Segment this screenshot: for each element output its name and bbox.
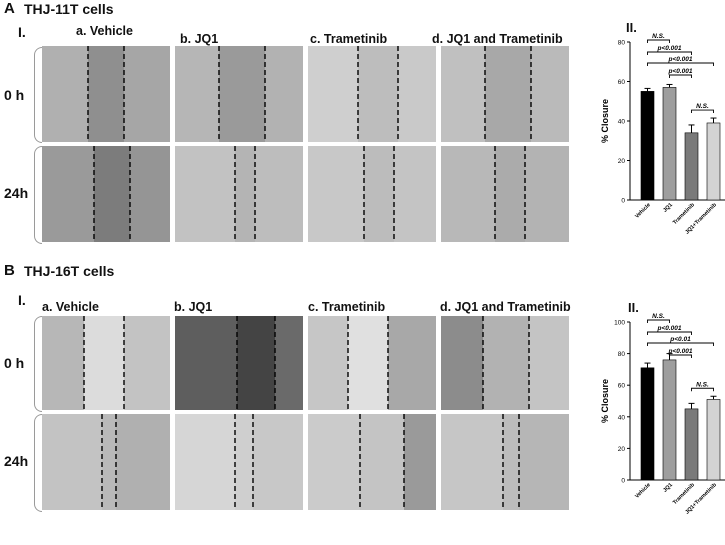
chart-a-y-tick-label: 40 xyxy=(618,119,626,126)
panel-a-col-jq1: b. JQ1 xyxy=(180,32,219,46)
panel-b-row1-bracket xyxy=(34,414,42,512)
panel-b-image-jq1-24h xyxy=(175,414,303,510)
chart-a-bar-1 xyxy=(662,87,677,201)
panel-b-row-0h: 0 h xyxy=(4,355,25,371)
chart-b-y-tick-label: 0 xyxy=(621,478,625,485)
chart-a-sig-label-0: N.S. xyxy=(652,33,665,40)
chart-b-y-tick-label: 60 xyxy=(618,383,626,390)
chart-a-y-tick-label: 20 xyxy=(618,158,626,165)
panel-a-image-combo-0h xyxy=(441,46,569,142)
panel-b-col-vehicle: a. Vehicle xyxy=(42,300,99,314)
chart-a-y-axis-label: % Closure xyxy=(600,99,610,143)
chart-a-sig-label-1: p<0.001 xyxy=(656,45,681,52)
panel-b-images-label: I. xyxy=(18,292,26,308)
chart-a-sig-label-2: p<0.001 xyxy=(667,56,692,63)
chart-a-category-label-1: JQ1 xyxy=(662,202,674,214)
chart-a-y-tick-label: 0 xyxy=(621,198,625,205)
panel-b-image-trametinib-0h xyxy=(308,316,436,410)
chart-a-sig-label-3: p<0.001 xyxy=(667,68,692,75)
chart-b-bar-3 xyxy=(706,399,721,481)
panel-a-images-label: I. xyxy=(18,24,26,40)
chart-b-y-tick-label: 80 xyxy=(618,351,626,358)
chart-b-sig-label-0: N.S. xyxy=(652,313,665,320)
panel-a-row1-bracket xyxy=(34,146,42,244)
panel-a-chart-label: II. xyxy=(626,20,637,35)
chart-a-sig-bracket-1 xyxy=(647,51,692,55)
panel-b-col-combo: d. JQ1 and Trametinib xyxy=(440,300,571,314)
panel-a-image-trametinib-24h xyxy=(308,146,436,242)
panel-a-image-combo-24h xyxy=(441,146,569,242)
chart-a-sig-label-4: N.S. xyxy=(696,103,709,110)
chart-b-category-label-0: Vehicle xyxy=(634,482,652,500)
panel-b-image-combo-24h xyxy=(441,414,569,510)
panel-a-row0-bracket xyxy=(34,47,42,143)
chart-a-sig-bracket-0 xyxy=(647,39,670,43)
chart-b-y-tick-label: 40 xyxy=(618,414,626,421)
chart-a-bar-2 xyxy=(684,132,699,201)
chart-a-y-tick-label: 80 xyxy=(618,40,626,47)
panel-b-image-combo-0h xyxy=(441,316,569,410)
chart-b-sig-bracket-3 xyxy=(669,354,692,358)
panel-a-row-0h: 0 h xyxy=(4,87,25,103)
chart-a-bar-0 xyxy=(640,91,655,201)
chart-b-sig-bracket-4 xyxy=(691,387,714,392)
panel-a-col-combo: d. JQ1 and Trametinib xyxy=(432,32,563,46)
chart-b-sig-bracket-0 xyxy=(647,319,670,323)
panel-a-image-trametinib-0h xyxy=(308,46,436,142)
chart-b-y-tick-label: 20 xyxy=(618,446,626,453)
panel-a-image-jq1-24h xyxy=(175,146,303,242)
panel-a-row-24h: 24h xyxy=(4,185,29,201)
chart-b-sig-label-2: p<0.01 xyxy=(669,336,691,343)
chart-a-sig-bracket-2 xyxy=(647,62,714,66)
chart-b-sig-label-4: N.S. xyxy=(696,381,709,388)
chart-a-y-tick-label: 60 xyxy=(618,79,626,86)
panel-b-image-trametinib-24h xyxy=(308,414,436,510)
panel-b-col-jq1: b. JQ1 xyxy=(174,300,213,314)
panel-a-col-trametinib: c. Trametinib xyxy=(310,32,388,46)
chart-b-category-label-1: JQ1 xyxy=(662,482,674,494)
chart-b-sig-label-3: p<0.001 xyxy=(667,348,692,355)
chart-b-sig-bracket-1 xyxy=(647,331,692,335)
panel-b-col-trametinib: c. Trametinib xyxy=(308,300,386,314)
panel-a-image-jq1-0h xyxy=(175,46,303,142)
panel-b-image-vehicle-0h xyxy=(42,316,170,410)
chart-a-sig-bracket-3 xyxy=(669,74,692,78)
chart-b-sig-label-1: p<0.001 xyxy=(656,325,681,332)
chart-a-bar-3 xyxy=(706,122,721,201)
chart-b-y-axis-label: % Closure xyxy=(600,379,610,423)
panel-a-letter: A xyxy=(4,0,15,17)
panel-a-image-vehicle-24h xyxy=(42,146,170,242)
panel-b-title: THJ-16T cells xyxy=(24,263,115,279)
panel-a-title: THJ-11T cells xyxy=(24,1,114,17)
panel-b-row-24h: 24h xyxy=(4,453,29,469)
chart-a-category-label-0: Vehicle xyxy=(634,202,652,220)
panel-b-image-vehicle-24h xyxy=(42,414,170,510)
panel-b-letter: B xyxy=(4,262,15,279)
chart-a-sig-bracket-4 xyxy=(691,109,714,114)
panel-a-col-vehicle: a. Vehicle xyxy=(76,24,133,38)
panel-b-image-jq1-0h xyxy=(175,316,303,410)
panel-b-chart-label: II. xyxy=(628,300,639,315)
chart-b-bar-0 xyxy=(640,367,655,481)
chart-b-sig-bracket-2 xyxy=(647,342,714,346)
chart-b-bar-1 xyxy=(662,359,677,481)
chart-b-y-tick-label: 100 xyxy=(614,320,625,327)
panel-b-row0-bracket xyxy=(34,316,42,412)
chart-b-bar-2 xyxy=(684,408,699,481)
panel-a-image-vehicle-0h xyxy=(42,46,170,142)
